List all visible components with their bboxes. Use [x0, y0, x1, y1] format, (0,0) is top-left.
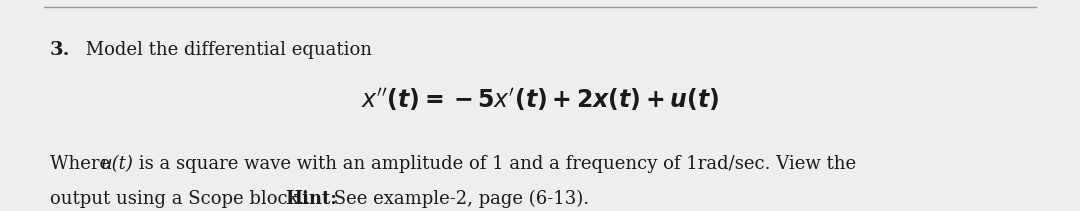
Text: Hint:: Hint: — [285, 190, 337, 208]
Text: u(t): u(t) — [100, 155, 133, 173]
Text: output using a Scope block..: output using a Scope block.. — [50, 190, 316, 208]
Text: is a square wave with an amplitude of 1 and a frequency of 1rad/sec. View the: is a square wave with an amplitude of 1 … — [133, 155, 856, 173]
Text: $\boldsymbol{x''(t) = -5x'(t) + 2x(t) + u(t)}$: $\boldsymbol{x''(t) = -5x'(t) + 2x(t) + … — [361, 86, 719, 113]
Text: See example-2, page (6-13).: See example-2, page (6-13). — [328, 190, 589, 208]
Text: 3.: 3. — [50, 41, 70, 59]
Text: Where: Where — [50, 155, 116, 173]
Text: Model the differential equation: Model the differential equation — [80, 41, 372, 59]
